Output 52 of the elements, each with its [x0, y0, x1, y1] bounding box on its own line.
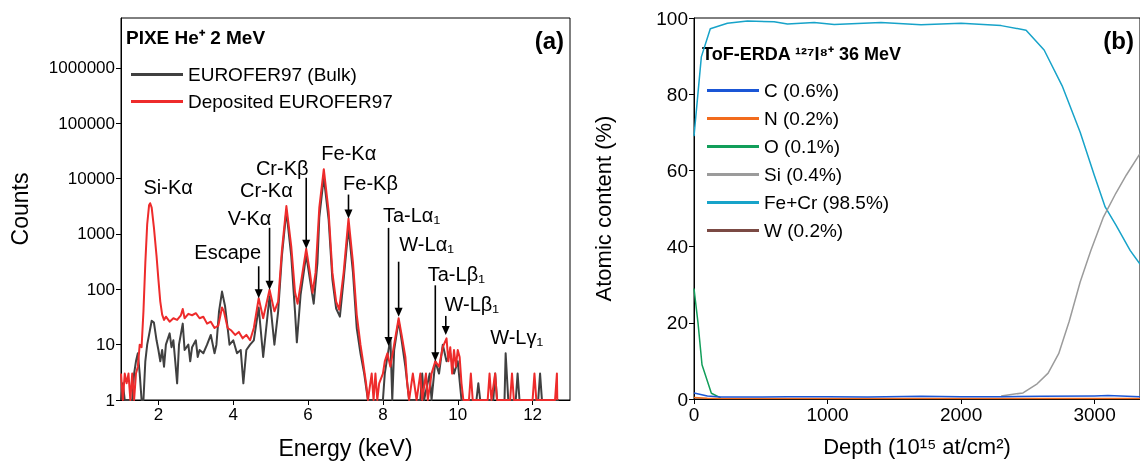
y-tick-label: 20 — [666, 312, 688, 334]
y-tick-label: 100000 — [58, 113, 115, 133]
y-tick-label: 1000000 — [48, 58, 115, 78]
x-tick-label: 10 — [448, 405, 468, 424]
y-tick-label: 100 — [86, 279, 115, 299]
annotation: (a) — [534, 26, 565, 54]
legend-label: C (0.6%) — [764, 80, 839, 101]
annotation: W-Lβ₁ — [444, 292, 500, 315]
x-tick-label: 12 — [523, 405, 543, 424]
y-tick-label: 10 — [96, 335, 115, 355]
x-axis-title: Energy (keV) — [278, 434, 413, 461]
y-tick-label: 60 — [666, 159, 688, 181]
annotation: Ta-Lβ₁ — [427, 263, 486, 286]
legend-label: W (0.2%) — [764, 220, 844, 241]
annotation: W-Lγ₁ — [490, 326, 544, 349]
annotation: Fe-Kα — [321, 142, 377, 165]
x-tick-label: 3000 — [1073, 404, 1116, 425]
annotation: V-Kα — [227, 206, 272, 229]
x-tick-label: 1000 — [806, 404, 849, 425]
y-tick-label: 1000 — [77, 224, 115, 244]
legend-label: Fe+Cr (98.5%) — [764, 192, 890, 213]
annotation: Si-Kα — [143, 176, 193, 199]
y-tick-label: 100 — [656, 7, 688, 29]
legend-label: Deposited EUROFER97 — [188, 91, 393, 112]
y-tick-label: 40 — [666, 236, 688, 258]
annotation: (b) — [1103, 26, 1135, 54]
y-tick-label: 10000 — [67, 169, 115, 189]
legend-label: Si (0.4%) — [764, 164, 843, 185]
x-tick-label: 4 — [228, 405, 238, 424]
legend-title: PIXE He⁺ 2 MeV — [126, 27, 266, 48]
annotation: Cr-Kα — [240, 179, 293, 202]
x-tick-label: 8 — [378, 405, 388, 424]
line-series — [693, 20, 1140, 265]
legend-label: O (0.1%) — [764, 136, 841, 157]
y-tick-label: 1 — [105, 390, 115, 410]
legend-label: EUROFER97 (Bulk) — [188, 64, 357, 85]
x-tick-label: 2000 — [939, 404, 983, 425]
annotation: W-Lα₁ — [399, 232, 455, 255]
y-tick-label: 0 — [677, 388, 688, 410]
y-axis-title: Counts — [6, 172, 33, 246]
legend-label: N (0.2%) — [764, 108, 839, 129]
x-axis-title: Depth (10¹⁵ at/cm²) — [823, 433, 1011, 459]
annotation: Cr-Kβ — [255, 156, 309, 179]
y-axis-title: Atomic content (%) — [590, 115, 616, 302]
x-tick-label: 6 — [303, 405, 313, 424]
legend-title: ToF-ERDA ¹²⁷I⁸⁺ 36 MeV — [702, 44, 901, 64]
x-tick-label: 2 — [153, 405, 164, 424]
annotation: Fe-Kβ — [343, 171, 398, 194]
line-series — [1000, 152, 1140, 397]
annotation: Ta-Lα₁ — [382, 203, 441, 226]
annotation: Escape — [194, 241, 262, 264]
y-tick-label: 80 — [666, 83, 688, 105]
